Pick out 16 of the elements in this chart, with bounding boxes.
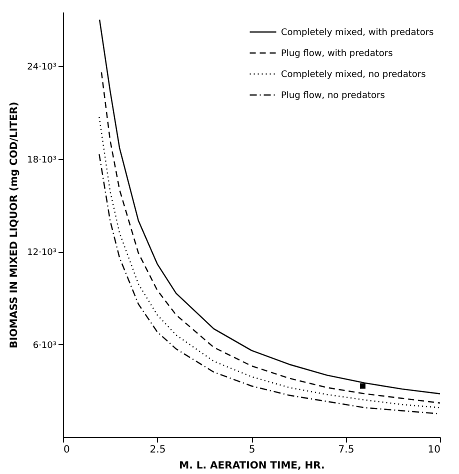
- legend-label: Plug flow, with predators: [281, 49, 394, 59]
- x-tick-label: 2.5: [150, 444, 166, 456]
- legend-label: Completely mixed, with predators: [281, 28, 434, 38]
- x-axis-title: M. L. AERATION TIME, HR.: [179, 460, 325, 472]
- y-tick-label: 12·10³: [27, 248, 57, 258]
- line-series: [98, 19, 441, 394]
- x-tick-label: 10: [428, 444, 440, 456]
- x-tick-label: 0: [64, 444, 70, 456]
- x-tick-label: 7.5: [338, 444, 354, 456]
- y-axis-title: BIOMASS IN MIXED LIQUOR (mg COD/LITER): [9, 102, 20, 348]
- legend-label: Plug flow, no predators: [281, 91, 386, 101]
- y-tick-label: 6·10³: [32, 340, 57, 351]
- y-tick-label: 18·10³: [27, 155, 57, 166]
- legend-label: Completely mixed, no predators: [281, 70, 426, 80]
- x-tick-label: 5: [248, 444, 256, 456]
- y-tick-label: 24·10³: [27, 62, 57, 73]
